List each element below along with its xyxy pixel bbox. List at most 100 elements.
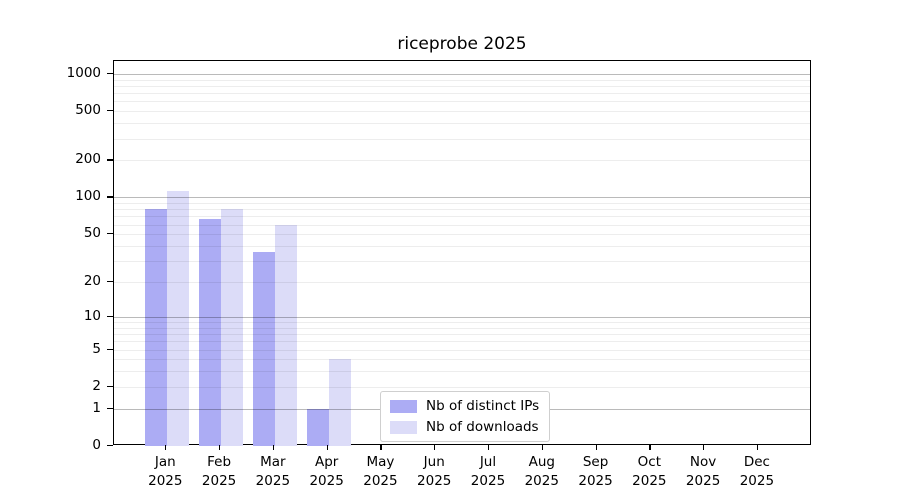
month-label: Jan [154,454,176,470]
x-tick-nov [703,445,705,450]
x-tick-aug [541,445,543,450]
x-tick-label-aug: Aug 2025 [514,453,570,491]
x-tick-jun [434,445,436,450]
y-tick-label-50: 50 [83,225,101,242]
x-tick-jan [165,445,167,450]
gridline-minor-900 [114,79,810,81]
year-label: 2025 [470,473,506,489]
bar-nb-of-downloads-feb [221,209,244,446]
gridline-major-1000 [114,73,810,75]
year-label: 2025 [578,473,613,489]
chart-title: riceprobe 2025 [397,34,527,54]
gridline-major-100 [114,197,810,199]
year-label: 2025 [363,473,398,489]
year-label: 2025 [309,473,344,489]
y-tick-20 [107,281,113,283]
y-tick-50 [107,233,113,235]
legend-label-downloads: Nb of downloads [426,419,539,435]
year-label: 2025 [255,473,291,489]
x-tick-jul [487,445,490,450]
x-tick-oct [649,445,651,450]
y-tick-label-0: 0 [92,437,101,453]
gridline-minor-600 [114,101,810,103]
gridline-minor-400 [114,123,810,125]
month-label: Nov [689,454,717,470]
legend-label-distinct-ips: Nb of distinct IPs [426,398,540,414]
y-tick-label-1: 1 [92,399,101,416]
month-label: Mar [260,454,286,470]
bar-nb-of-distinct-ips-jan [145,209,168,446]
gridline-minor-60 [114,224,810,226]
gridline-minor-500 [114,111,810,113]
legend-swatch-downloads [390,420,417,434]
x-tick-sep [595,445,597,450]
y-tick-1 [107,407,113,409]
y-tick-label-100: 100 [75,188,101,205]
gridline-minor-40 [114,246,810,247]
month-label: Aug [528,454,555,470]
gridline-minor-7 [114,334,810,336]
x-tick-may [380,445,382,450]
year-label: 2025 [148,473,183,489]
y-tick-10 [107,315,113,318]
x-tick-apr [326,445,328,450]
x-tick-label-mar: Mar 2025 [245,453,301,491]
y-tick-200 [107,159,113,161]
year-label: 2025 [201,473,237,489]
legend-item-distinct-ips: Nb of distinct IPs [390,398,539,414]
bar-nb-of-downloads-mar [274,224,297,446]
x-tick-label-feb: Feb 2025 [191,453,247,491]
x-tick-label-nov: Nov 2025 [675,453,731,491]
bar-nb-of-distinct-ips-mar [252,251,275,446]
gridline-minor-5 [114,349,810,351]
y-tick-1000 [107,72,113,75]
legend-swatch-distinct-ips [390,399,417,413]
gridline-minor-3 [114,371,810,373]
x-tick-label-dec: Dec 2025 [729,453,785,491]
y-tick-100 [107,196,113,198]
month-label: Jun [423,454,445,470]
gridline-minor-80 [114,209,810,211]
gridline-minor-8 [114,327,810,329]
x-tick-label-jun: Jun 2025 [406,453,462,491]
gridline-minor-9 [114,322,810,323]
month-label: Oct [637,454,661,470]
x-tick-label-apr: Apr 2025 [299,453,355,491]
gridline-minor-200 [114,160,810,162]
gridline-minor-70 [114,216,810,218]
plot-area [113,60,811,446]
y-tick-500 [107,110,113,112]
y-tick-label-1000: 1000 [66,64,101,81]
gridline-minor-90 [114,203,810,205]
legend-item-downloads: Nb of downloads [390,419,539,435]
year-label: 2025 [632,473,667,489]
gridline-minor-700 [114,93,810,95]
month-label: Dec [743,454,770,470]
month-label: Jul [479,454,497,470]
y-tick-label-5: 5 [92,340,101,357]
x-tick-label-jan: Jan 2025 [137,453,193,491]
gridline-major-10 [114,316,810,318]
year-label: 2025 [524,473,559,489]
month-label: Apr [314,454,339,470]
month-label: Feb [207,454,232,470]
x-tick-dec [756,445,759,450]
bar-nb-of-distinct-ips-feb [199,218,222,446]
y-tick-2 [107,385,113,388]
x-tick-feb [219,445,221,450]
gridline-minor-30 [114,261,810,263]
bar-nb-of-distinct-ips-apr [306,408,329,446]
month-label: May [366,454,395,470]
y-tick-5 [107,348,113,350]
gridline-minor-4 [114,359,810,361]
gridline-minor-50 [114,234,810,236]
x-tick-mar [272,445,275,450]
y-tick-label-2: 2 [92,377,101,394]
x-tick-label-jul: Jul 2025 [460,453,516,491]
x-tick-label-may: May 2025 [352,453,408,491]
gridline-minor-800 [114,85,810,87]
y-tick-label-20: 20 [83,273,101,290]
gridline-minor-2 [114,386,810,388]
gridline-minor-6 [114,341,810,343]
